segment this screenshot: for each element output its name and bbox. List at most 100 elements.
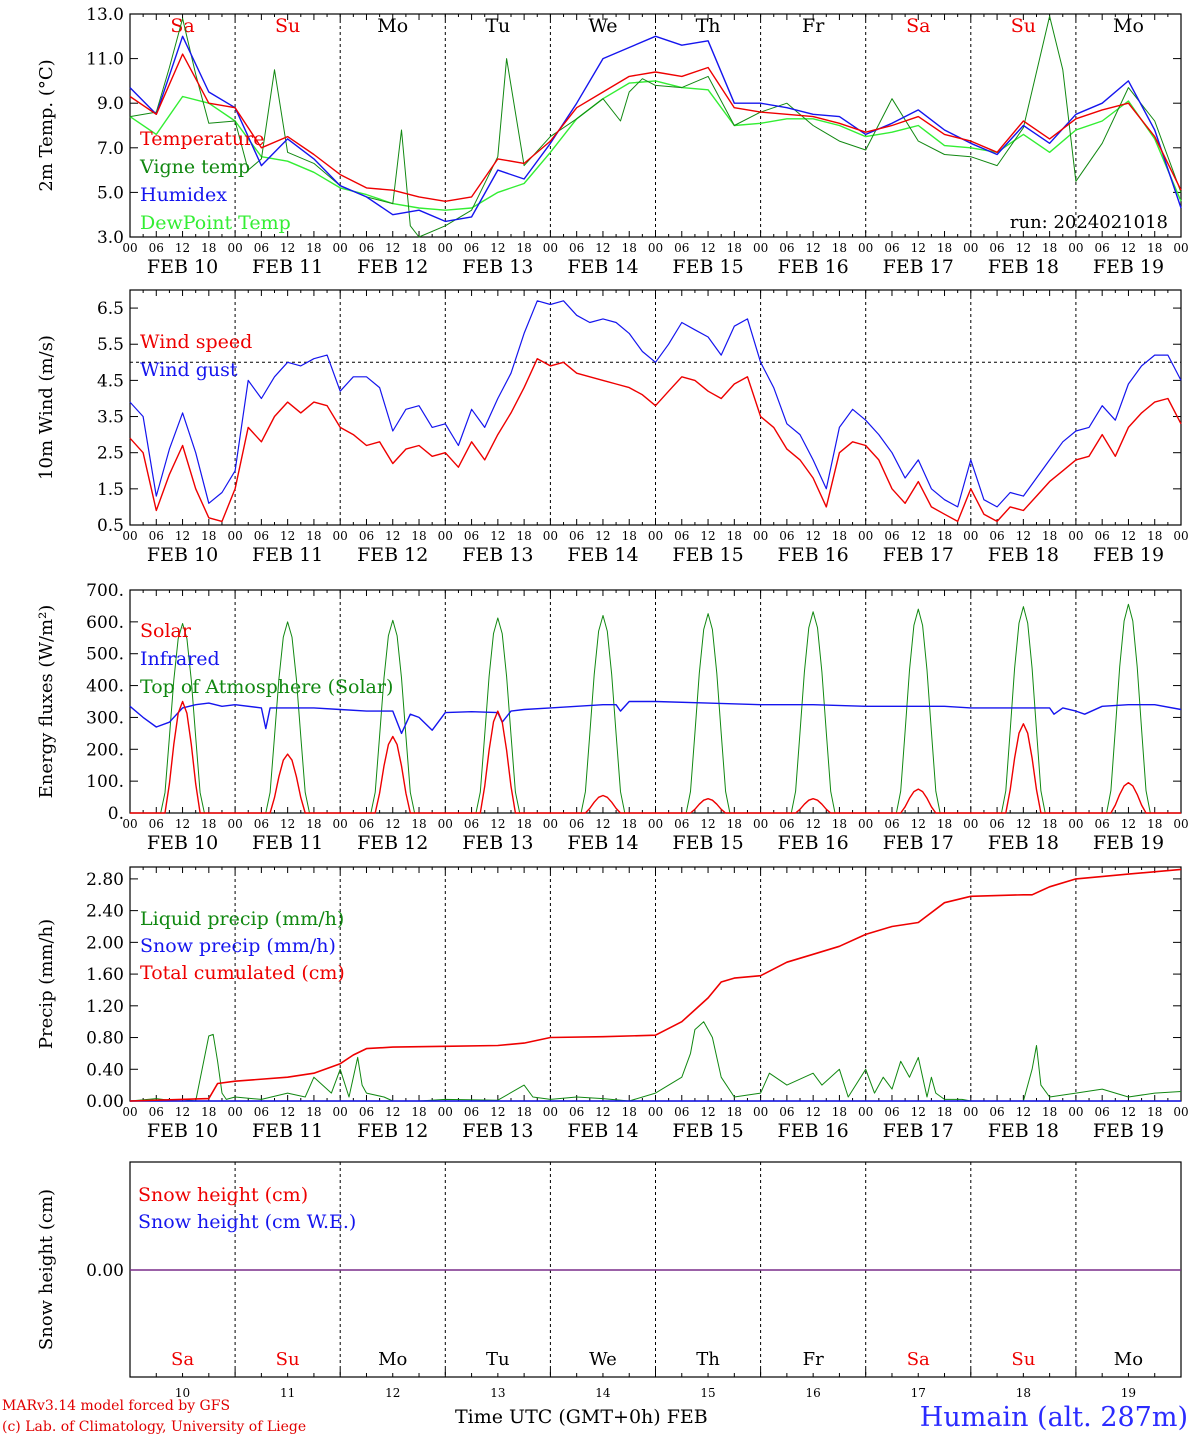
temp-day-label: Su <box>1011 15 1036 37</box>
temp-date-label: FEB 10 <box>147 256 218 278</box>
energy-ytick-label: 500. <box>86 645 124 665</box>
energy-hour-label: 18 <box>306 817 321 831</box>
temp-hour-label: 12 <box>911 241 926 255</box>
wind-hour-label: 18 <box>727 529 742 543</box>
snow-day-number: 13 <box>490 1386 505 1400</box>
wind-date-label: FEB 14 <box>567 544 638 566</box>
energy-hour-label: 12 <box>1016 817 1031 831</box>
temp-ytick-label: 5.0 <box>97 183 124 203</box>
temp-hour-label: 06 <box>254 241 269 255</box>
temp-hour-label: 12 <box>806 241 821 255</box>
temp-hour-label: 12 <box>1016 241 1031 255</box>
precip-hour-label: 06 <box>674 1105 689 1119</box>
wind-ytick-label: 3.5 <box>97 408 124 428</box>
precip-hour-label: 00 <box>648 1105 663 1119</box>
energy-date-label: FEB 11 <box>252 832 323 854</box>
temp-hour-label: 00 <box>963 241 978 255</box>
temp-day-label: Mo <box>377 15 408 37</box>
snow-day-number: 17 <box>911 1386 926 1400</box>
precip-date-label: FEB 11 <box>252 1120 323 1142</box>
precip-legend-item: Total cumulated (cm) <box>140 962 345 984</box>
snow-day-label: Mo <box>378 1349 407 1370</box>
precip-hour-label: 06 <box>254 1105 269 1119</box>
precip-hour-label: 06 <box>1095 1105 1110 1119</box>
precip-hour-label: 18 <box>727 1105 742 1119</box>
temp-legend-item: Vigne temp <box>139 156 250 178</box>
energy-date-label: FEB 16 <box>778 832 849 854</box>
temp-date-label: FEB 11 <box>252 256 323 278</box>
snow-day-label: Th <box>696 1349 720 1370</box>
temp-hour-label: 00 <box>438 241 453 255</box>
wind-hour-label: 18 <box>201 529 216 543</box>
energy-ytick-label: 700. <box>86 581 124 601</box>
temp-hour-label: 12 <box>175 241 190 255</box>
temp-hour-label: 06 <box>674 241 689 255</box>
wind-hour-label: 00 <box>1068 529 1083 543</box>
precip-hour-label: 18 <box>1042 1105 1057 1119</box>
energy-hour-label: 06 <box>149 817 164 831</box>
snow-day-number: 11 <box>280 1386 295 1400</box>
temp-day-label: Tu <box>485 15 510 37</box>
precip-series-liquid-precip-mm-h <box>129 1021 1182 1102</box>
meteogram: 13.0 11.0 9.0 7.0 5.0 3.0 2m Temp. (°C) 00 06 12 1… <box>36 5 1189 1400</box>
temp-date-label: FEB 13 <box>462 256 533 278</box>
energy-ylabel: Energy fluxes (W/m²) <box>36 605 57 799</box>
temp-hour-label: 00 <box>543 241 558 255</box>
wind-hour-label: 12 <box>911 529 926 543</box>
energy-hour-label: 18 <box>622 817 637 831</box>
wind-hour-label: 12 <box>1121 529 1136 543</box>
precip-hour-label: 00 <box>438 1105 453 1119</box>
precip-ytick-label: 2.80 <box>86 870 124 890</box>
precip-hour-label: 06 <box>989 1105 1004 1119</box>
wind-hour-label: 00 <box>543 529 558 543</box>
precip-date-label: FEB 19 <box>1093 1120 1164 1142</box>
energy-ytick-label: 200. <box>86 740 124 760</box>
precip-ytick-label: 0.00 <box>86 1092 124 1112</box>
wind-ytick-label: 5.5 <box>97 335 124 355</box>
energy-hour-label: 06 <box>989 817 1004 831</box>
snow-day-number: 15 <box>700 1386 715 1400</box>
snow-day-number: 19 <box>1121 1386 1136 1400</box>
snow-day-label: Mo <box>1114 1349 1143 1370</box>
temp-hour-label: 00 <box>227 241 242 255</box>
precip-hour-label: 06 <box>359 1105 374 1119</box>
wind-hour-label: 18 <box>411 529 426 543</box>
snow-day-label: We <box>589 1349 617 1370</box>
wind-hour-label: 00 <box>438 529 453 543</box>
wind-hour-label: 06 <box>1095 529 1110 543</box>
temp-day-label: We <box>588 15 617 37</box>
wind-hour-label: 18 <box>937 529 952 543</box>
temp-ytick-label: 13.0 <box>86 5 124 25</box>
wind-hour-label: 18 <box>516 529 531 543</box>
wind-ytick-label: 2.5 <box>97 444 124 464</box>
energy-legend-item: Solar <box>140 620 192 642</box>
temp-date-label: FEB 19 <box>1093 256 1164 278</box>
wind-legend-item: Wind gust <box>140 359 238 381</box>
temp-date-label: FEB 16 <box>778 256 849 278</box>
snow-ytick-label: 0.00 <box>86 1261 124 1281</box>
temp-legend-item: Temperature <box>140 128 264 150</box>
snow-day-number: 18 <box>1016 1386 1031 1400</box>
energy-ytick-label: 300. <box>86 708 124 728</box>
temp-hour-label: 00 <box>333 241 348 255</box>
temp-ytick-label: 11.0 <box>86 50 124 70</box>
precip-hour-label: 12 <box>280 1105 295 1119</box>
precip-hour-label: 12 <box>385 1105 400 1119</box>
temp-date-label: FEB 14 <box>567 256 638 278</box>
temp-series-humidex <box>129 35 1182 223</box>
precip-hour-label: 06 <box>569 1105 584 1119</box>
energy-ytick-label: 0. <box>108 804 124 824</box>
wind-ylabel: 10m Wind (m/s) <box>36 335 57 480</box>
wind-date-label: FEB 10 <box>147 544 218 566</box>
energy-series-solar <box>130 700 1181 814</box>
temp-hour-label: 00 <box>753 241 768 255</box>
energy-hour-label: 00 <box>753 817 768 831</box>
wind-date-label: FEB 13 <box>462 544 533 566</box>
snow-day-number: 10 <box>175 1386 190 1400</box>
precip-legend-item: Liquid precip (mm/h) <box>140 908 344 930</box>
energy-legend-item: Infrared <box>140 648 220 670</box>
energy-date-label: FEB 14 <box>567 832 638 854</box>
energy-hour-label: 06 <box>1095 817 1110 831</box>
wind-ytick-label: 0.5 <box>97 516 124 536</box>
wind-hour-label: 06 <box>674 529 689 543</box>
